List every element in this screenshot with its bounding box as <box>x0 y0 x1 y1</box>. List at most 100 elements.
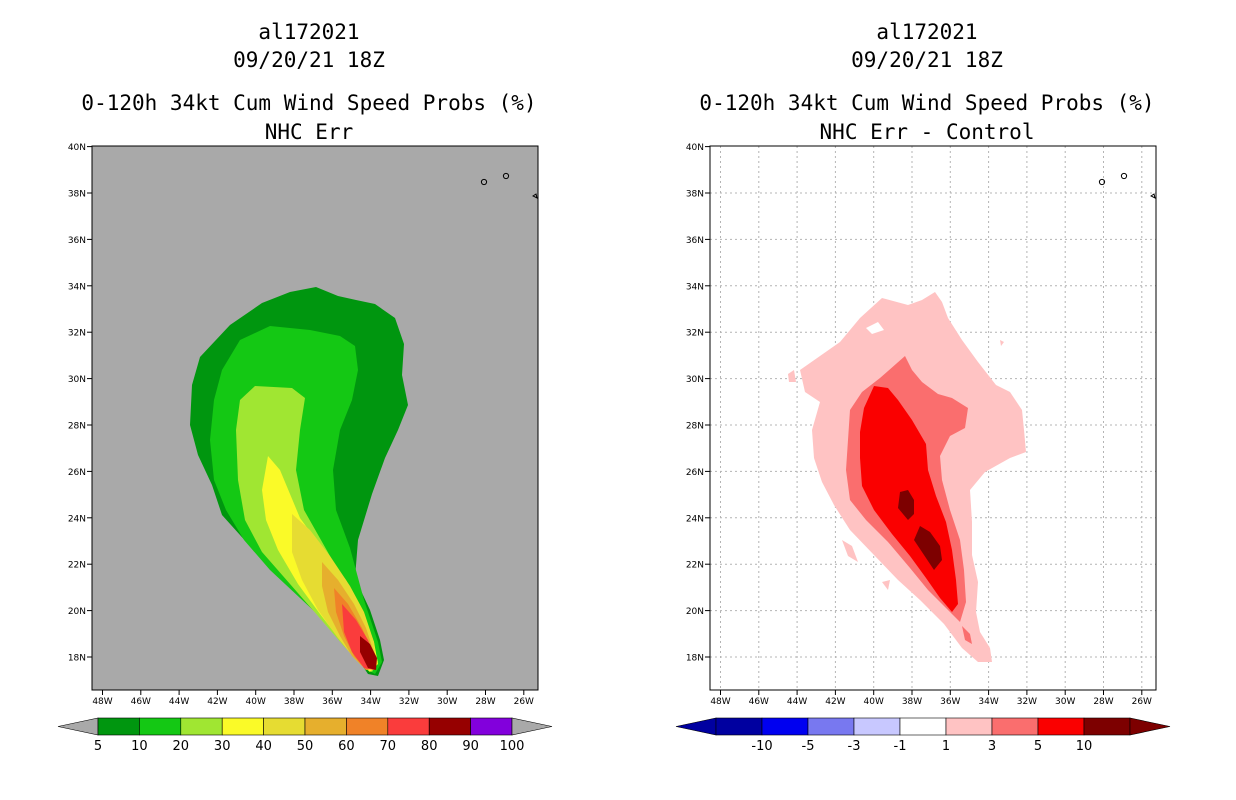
colorbar-swatch <box>470 717 513 736</box>
colorbar-label: 70 <box>380 739 397 754</box>
lon-label: 48W <box>710 697 730 707</box>
lon-label: 26W <box>1132 697 1152 707</box>
lat-label: 32N <box>68 329 86 339</box>
colorbar-label: -1 <box>894 739 907 754</box>
right-colorbar: -10 -5 -3 -1 1 3 5 10 <box>675 717 1171 754</box>
left-subtitle: NHC Err <box>264 120 354 144</box>
lon-label: 26W <box>514 697 534 707</box>
left-storm-id: al172021 <box>258 20 360 44</box>
left-product-title: 0-120h 34kt Cum Wind Speed Probs (%) <box>81 91 537 115</box>
right-subtitle: NHC Err - Control <box>819 120 1035 144</box>
left-colorbar: 5 10 20 30 40 50 60 70 80 90 100 <box>57 717 553 754</box>
colorbar-label: 10 <box>131 739 148 754</box>
colorbar-label: 3 <box>988 739 996 754</box>
lon-label: 48W <box>92 697 112 707</box>
lat-label: 34N <box>68 282 86 292</box>
lon-label: 46W <box>749 697 769 707</box>
lon-label: 36W <box>940 697 960 707</box>
colorbar-swatch <box>263 717 306 736</box>
colorbar-label: 20 <box>173 739 190 754</box>
colorbar-label: -10 <box>751 739 772 754</box>
colorbar-label: -3 <box>848 739 861 754</box>
colorbar-label: 90 <box>462 739 479 754</box>
lat-label: 26N <box>68 468 86 478</box>
lon-label: 28W <box>1093 697 1113 707</box>
colorbar-left-triangle <box>675 717 717 736</box>
lat-label: 30N <box>686 375 704 385</box>
colorbar-swatch <box>221 717 264 736</box>
colorbar-label: 100 <box>500 739 525 754</box>
diff-1-islet-d <box>1000 340 1004 346</box>
lon-label: 30W <box>437 697 457 707</box>
lat-label: 36N <box>686 236 704 246</box>
colorbar-swatch <box>428 717 471 736</box>
diff-1-islet-b <box>842 540 858 562</box>
lat-label: 38N <box>68 190 86 200</box>
colorbar-label: 50 <box>297 739 314 754</box>
colorbar-swatch <box>715 717 763 736</box>
right-map-frame <box>709 145 1157 691</box>
lat-label: 22N <box>686 561 704 571</box>
lat-label: 34N <box>686 282 704 292</box>
left-datetime: 09/20/21 18Z <box>233 48 385 72</box>
diff-10-a <box>898 490 914 520</box>
colorbar-label: 5 <box>94 739 102 754</box>
right-storm-id: al172021 <box>876 20 978 44</box>
colorbar-swatch <box>139 717 182 736</box>
lat-label: 22N <box>68 561 86 571</box>
lat-label: 36N <box>68 236 86 246</box>
diff-10-b <box>914 526 942 570</box>
diff-1-gap <box>866 322 884 334</box>
lat-label: 28N <box>68 422 86 432</box>
island-2 <box>1120 172 1128 180</box>
colorbar-label: 30 <box>214 739 231 754</box>
lon-label: 42W <box>825 697 845 707</box>
colorbar-label: 60 <box>338 739 355 754</box>
lon-label: 44W <box>787 697 807 707</box>
colorbar-label: 5 <box>1034 739 1042 754</box>
lon-label: 28W <box>475 697 495 707</box>
left-map: 18N 20N 22N 24N 26N 28N 30N 32N 34N 36N 38N 40N 48W 4… <box>68 143 539 707</box>
island-1 <box>480 178 488 186</box>
diff-1-islet-c <box>882 580 890 590</box>
lon-label: 34W <box>978 697 998 707</box>
lat-label: 20N <box>686 607 704 617</box>
colorbar-swatch <box>853 717 901 736</box>
colorbar-label: 1 <box>942 739 950 754</box>
colorbar-right-triangle <box>1129 717 1171 736</box>
colorbar-left-triangle <box>57 717 99 736</box>
diff-3-islet <box>962 626 972 644</box>
lon-label: 44W <box>169 697 189 707</box>
colorbar-swatch <box>387 717 430 736</box>
left-probability-contours <box>190 172 538 676</box>
island-1 <box>1098 178 1106 186</box>
lon-label: 40W <box>864 697 884 707</box>
lat-label: 40N <box>68 143 86 153</box>
colorbar-label: -5 <box>802 739 815 754</box>
lat-label: 20N <box>68 607 86 617</box>
diff-1-islet-a <box>788 370 796 382</box>
colorbar-label: 80 <box>421 739 438 754</box>
right-datetime: 09/20/21 18Z <box>851 48 1003 72</box>
colorbar-swatch <box>97 717 140 736</box>
contour-80 <box>360 636 377 670</box>
colorbar-label: 40 <box>255 739 272 754</box>
lat-label: 24N <box>68 514 86 524</box>
lat-label: 18N <box>68 654 86 664</box>
colorbar-label: 10 <box>1076 739 1093 754</box>
colorbar-right-triangle <box>511 717 553 736</box>
colorbar-swatch <box>180 717 223 736</box>
lon-label: 34W <box>360 697 380 707</box>
colorbar-swatch <box>1037 717 1085 736</box>
lon-label: 42W <box>207 697 227 707</box>
right-product-title: 0-120h 34kt Cum Wind Speed Probs (%) <box>699 91 1155 115</box>
lat-label: 26N <box>686 468 704 478</box>
lon-label: 36W <box>322 697 342 707</box>
lat-label: 18N <box>686 654 704 664</box>
island-2 <box>502 172 510 180</box>
lat-label: 30N <box>68 375 86 385</box>
lon-label: 30W <box>1055 697 1075 707</box>
lat-label: 38N <box>686 190 704 200</box>
lat-label: 40N <box>686 143 704 153</box>
